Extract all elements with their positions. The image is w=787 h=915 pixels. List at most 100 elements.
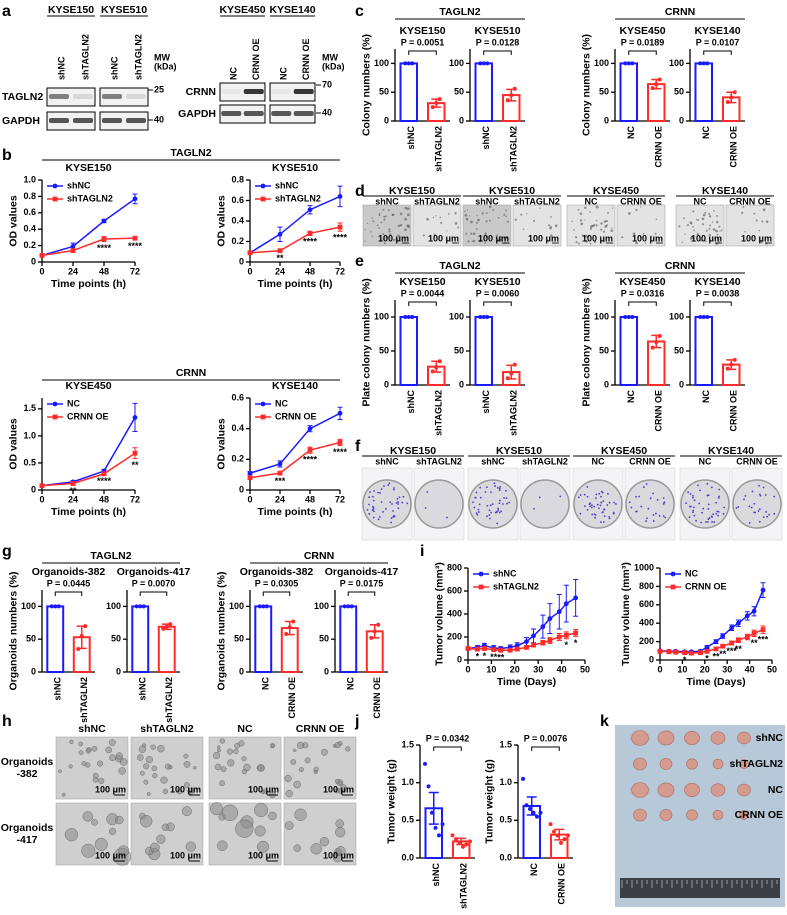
- y-axis-label: Tumor volume (mm³): [620, 562, 632, 666]
- x-tick-label: shNC: [481, 390, 491, 414]
- data-point: [701, 315, 706, 319]
- colony: [384, 507, 387, 510]
- organoid: [85, 762, 91, 768]
- colony: [758, 508, 761, 511]
- significance-label: **: [719, 649, 727, 659]
- significance-label: **: [497, 653, 505, 663]
- colony: [607, 492, 609, 495]
- data-point: [307, 426, 313, 432]
- data-point: [751, 608, 757, 614]
- data-point: [736, 637, 741, 643]
- cell-speck: [762, 208, 766, 212]
- cell-speck: [503, 213, 506, 216]
- x-tick-label: 72: [130, 266, 140, 276]
- scale-bar-label: 100 μm: [528, 233, 559, 243]
- cell-speck: [373, 220, 375, 223]
- colony: [499, 499, 501, 502]
- cell-speck: [407, 225, 411, 228]
- legend-marker: [52, 196, 58, 202]
- cell-speck: [370, 231, 372, 233]
- colony: [474, 496, 477, 499]
- organoid: [78, 741, 83, 747]
- cell-speck: [371, 235, 373, 238]
- bar: [254, 605, 273, 674]
- organoid: [284, 774, 292, 782]
- cell-speck: [709, 224, 712, 227]
- data-point: [650, 345, 655, 350]
- colony: [608, 515, 611, 518]
- significance-bracket: [54, 591, 83, 596]
- y-tick-label: 0: [649, 654, 654, 664]
- colony: [748, 505, 751, 508]
- y-tick-label: 600: [447, 585, 462, 595]
- cell-speck: [716, 220, 719, 224]
- blot-band: [73, 94, 93, 99]
- condition-label: shNC: [78, 723, 106, 735]
- cell-speck: [446, 230, 448, 232]
- data-point: [410, 61, 415, 66]
- cell-speck: [440, 221, 443, 224]
- colony: [496, 522, 499, 525]
- data-point: [485, 315, 490, 319]
- cell-speck: [382, 238, 385, 241]
- legend-label: NC: [67, 398, 80, 408]
- colony: [383, 485, 385, 487]
- colony: [586, 485, 589, 488]
- data-point: [440, 822, 445, 827]
- x-tick-label: 48: [305, 494, 315, 504]
- colony: [366, 508, 369, 511]
- lane-label: shNC: [109, 56, 119, 80]
- data-point: [437, 97, 442, 102]
- condition-label: CRNN OE: [296, 723, 344, 735]
- cell-speck: [378, 227, 381, 229]
- blot-band: [271, 89, 292, 94]
- data-point: [528, 807, 532, 812]
- colony: [705, 521, 707, 523]
- organoid: [109, 754, 116, 762]
- bar: [399, 316, 418, 386]
- cell-speck: [708, 215, 712, 218]
- cell-speck: [476, 214, 478, 217]
- organoid: [183, 753, 189, 759]
- colony: [479, 496, 482, 499]
- significance-bracket: [703, 301, 732, 306]
- organoid: [345, 746, 351, 752]
- significance-label: ****: [303, 455, 318, 465]
- y-tick-label: 0.4: [231, 215, 244, 225]
- colony: [594, 516, 597, 519]
- data-point: [372, 629, 377, 634]
- cell-speck: [589, 211, 591, 213]
- cell-speck: [506, 220, 509, 223]
- organoid: [183, 760, 191, 768]
- data-point: [729, 640, 735, 646]
- data-point: [277, 461, 283, 467]
- cell-speck: [465, 217, 469, 221]
- organoid: [64, 828, 79, 842]
- data-point: [552, 829, 556, 834]
- organoid: [310, 843, 322, 855]
- y-tick-label: 1.0: [499, 777, 512, 787]
- y-tick-label: 0: [239, 666, 244, 676]
- colony: [499, 486, 501, 488]
- blot-band: [243, 111, 264, 116]
- organoid: [143, 763, 150, 770]
- x-tick-label: NC: [529, 863, 539, 876]
- x-tick-label: NC: [626, 126, 636, 139]
- cell-speck: [579, 219, 583, 222]
- data-point: [403, 315, 408, 319]
- series-line: [659, 589, 764, 653]
- colony: [589, 502, 592, 505]
- y-axis-label: Tumor volume (mm³): [433, 562, 445, 666]
- chart-title: KYSE140: [272, 380, 318, 392]
- tumor: [659, 809, 673, 821]
- significance-label: *: [476, 652, 480, 662]
- data-point: [531, 810, 536, 815]
- cell-line-label: KYSE140: [269, 4, 315, 16]
- cell-speck: [454, 212, 457, 215]
- scale-bar-label: 100 μm: [170, 784, 201, 794]
- data-point: [70, 481, 76, 486]
- organoid: [94, 837, 108, 851]
- y-tick-label: 50: [599, 87, 609, 97]
- organoid: [285, 789, 293, 798]
